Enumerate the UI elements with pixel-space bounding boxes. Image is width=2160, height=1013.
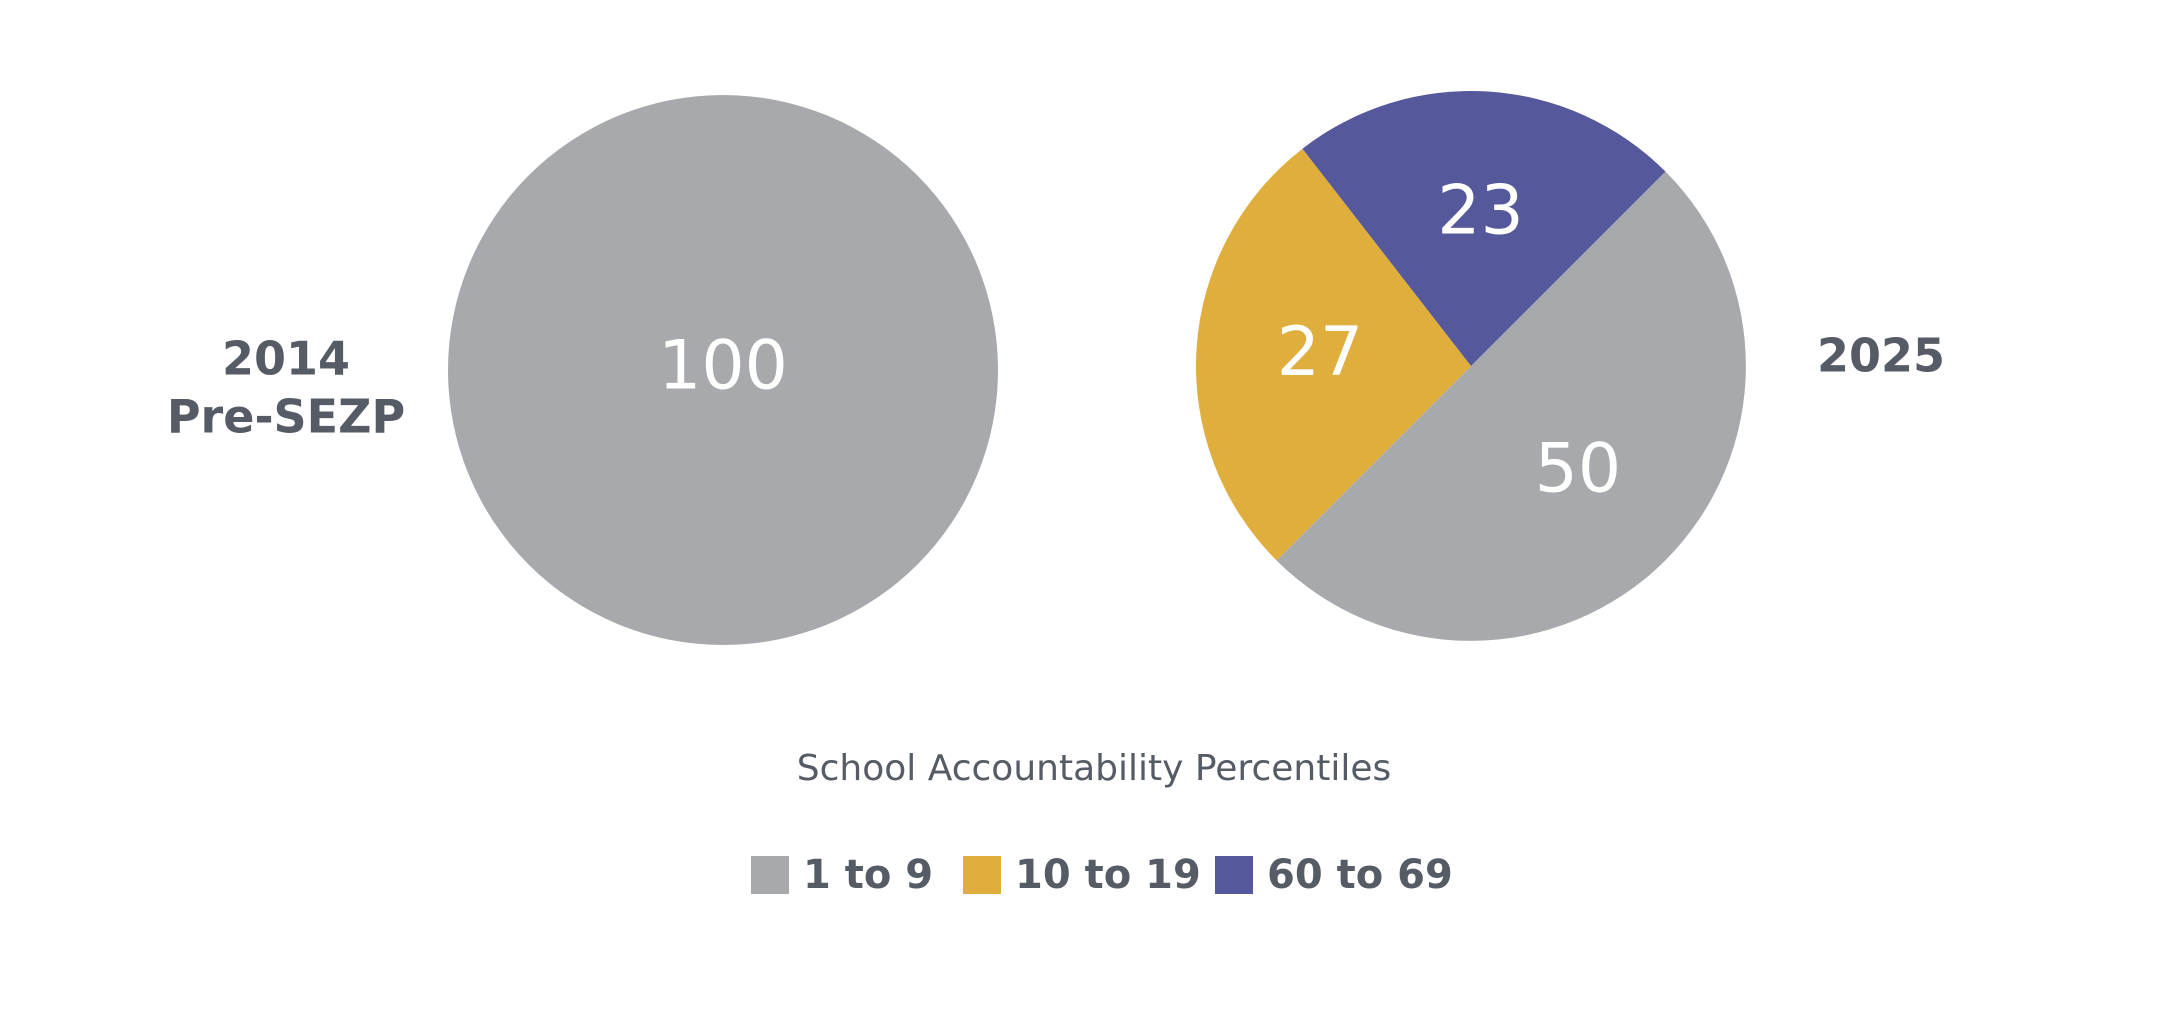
slice-label: 23	[1437, 172, 1524, 251]
pie-slice	[1195, 148, 1471, 561]
legend-label: 60 to 69	[1267, 852, 1453, 898]
legend-swatch	[963, 856, 1001, 894]
slice-label: 27	[1277, 313, 1364, 392]
pie-slice	[448, 95, 998, 645]
pie-slice	[1302, 91, 1666, 367]
pie-title: 2014	[222, 332, 350, 386]
legend-label: 1 to 9	[803, 852, 933, 898]
legend-title: School Accountability Percentiles	[797, 748, 1391, 789]
legend-swatch	[751, 856, 789, 894]
legend-label: 10 to 19	[1015, 852, 1201, 898]
legend-swatch	[1215, 856, 1253, 894]
slice-label: 50	[1535, 429, 1622, 508]
slice-label: 100	[658, 327, 788, 406]
pie-slice	[1276, 171, 1746, 641]
pie-title: Pre-SEZP	[167, 390, 405, 444]
pie-title: 2025	[1817, 329, 1945, 383]
